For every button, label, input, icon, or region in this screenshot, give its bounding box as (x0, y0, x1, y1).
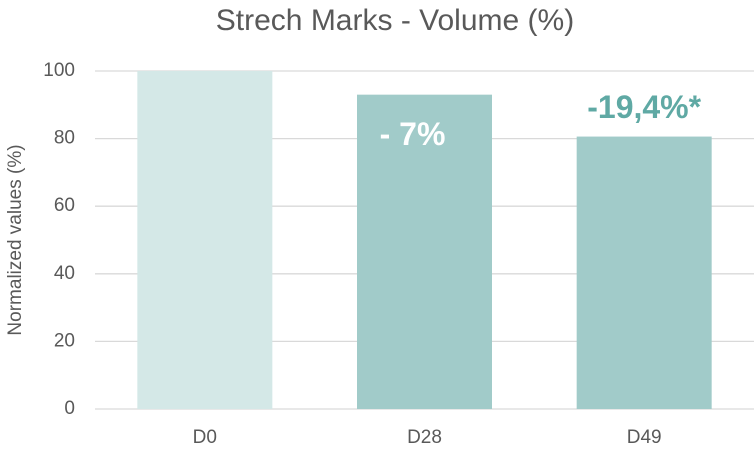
annotation: - 7% (380, 116, 446, 152)
bar (137, 71, 273, 409)
y-axis-label: Normalized values (%) (5, 144, 26, 335)
bar (357, 94, 492, 409)
y-tick-label: 60 (54, 195, 75, 216)
y-tick-label: 100 (43, 60, 75, 81)
annotation: -19,4%* (587, 89, 701, 125)
y-tick-label: 20 (54, 330, 75, 351)
y-tick-label: 40 (54, 263, 75, 284)
x-tick-label: D49 (627, 427, 662, 448)
x-tick-label: D28 (407, 427, 442, 448)
chart-title: Strech Marks - Volume (%) (216, 4, 574, 37)
y-tick-label: 0 (64, 398, 75, 419)
y-tick-label: 80 (54, 128, 75, 149)
bar (576, 136, 712, 409)
x-tick-label: D0 (193, 427, 217, 448)
